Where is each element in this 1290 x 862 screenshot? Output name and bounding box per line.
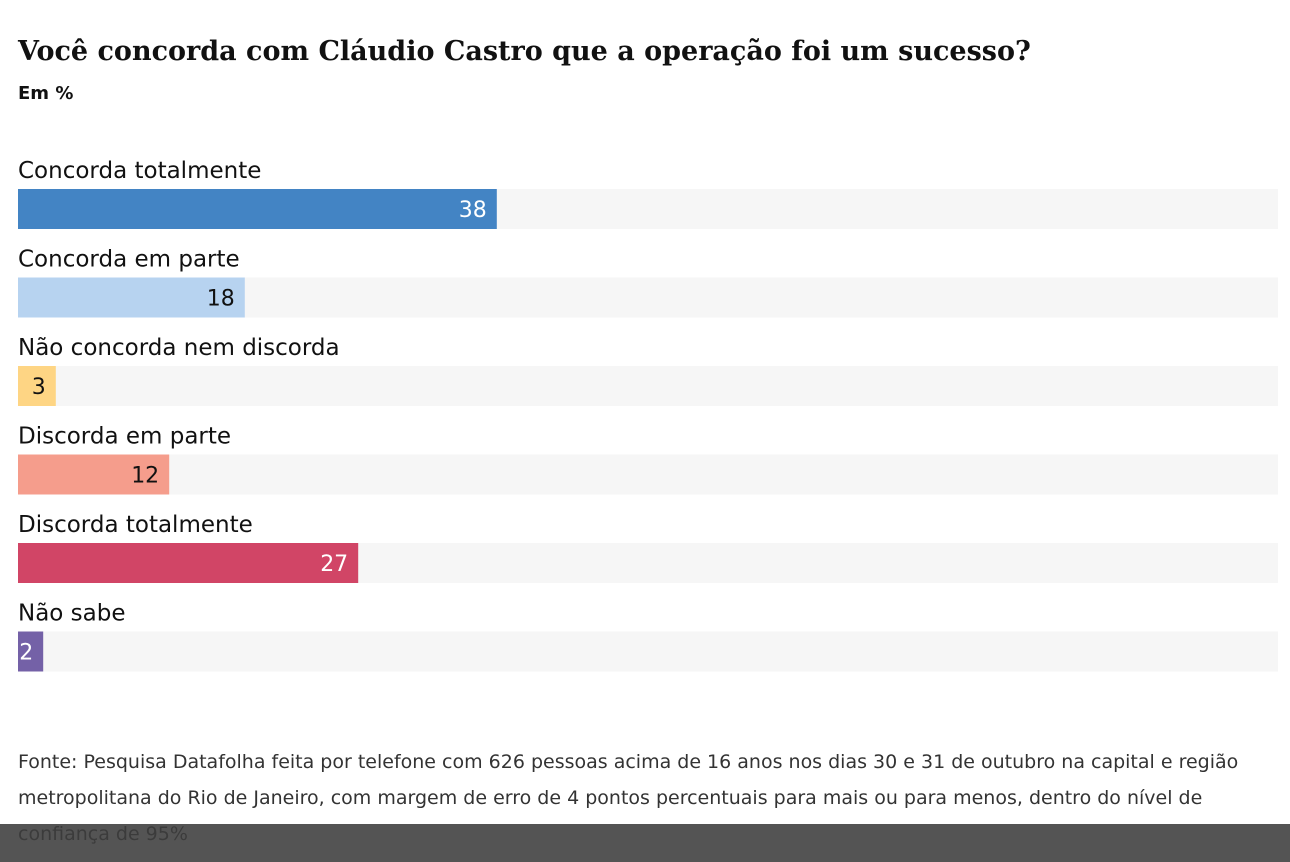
bar	[18, 543, 359, 583]
value-label: 38	[459, 198, 487, 223]
category-label: Concorda em parte	[18, 247, 240, 273]
value-label: 2	[19, 641, 33, 666]
value-label: 3	[32, 375, 46, 400]
chart: Você concorda com Cláudio Castro que a o…	[17, 36, 1278, 672]
bar	[18, 277, 245, 318]
bar-track	[18, 454, 1278, 495]
value-label: 12	[131, 464, 159, 489]
bar	[18, 454, 170, 495]
chart-title: Você concorda com Cláudio Castro que a o…	[17, 36, 1031, 67]
category-label: Não sabe	[18, 601, 126, 627]
bar	[18, 189, 497, 229]
bar-track	[18, 631, 1278, 672]
category-label: Concorda totalmente	[18, 158, 261, 184]
value-label: 27	[320, 552, 348, 577]
value-label: 18	[207, 287, 235, 312]
category-label: Não concorda nem discorda	[18, 335, 340, 361]
bar-track	[18, 366, 1278, 406]
category-label: Discorda totalmente	[18, 512, 253, 538]
bottom-overlay	[0, 824, 1290, 862]
bar	[18, 366, 56, 406]
category-label: Discorda em parte	[18, 424, 231, 450]
chart-subtitle: Em %	[18, 83, 73, 104]
bar	[18, 631, 44, 672]
